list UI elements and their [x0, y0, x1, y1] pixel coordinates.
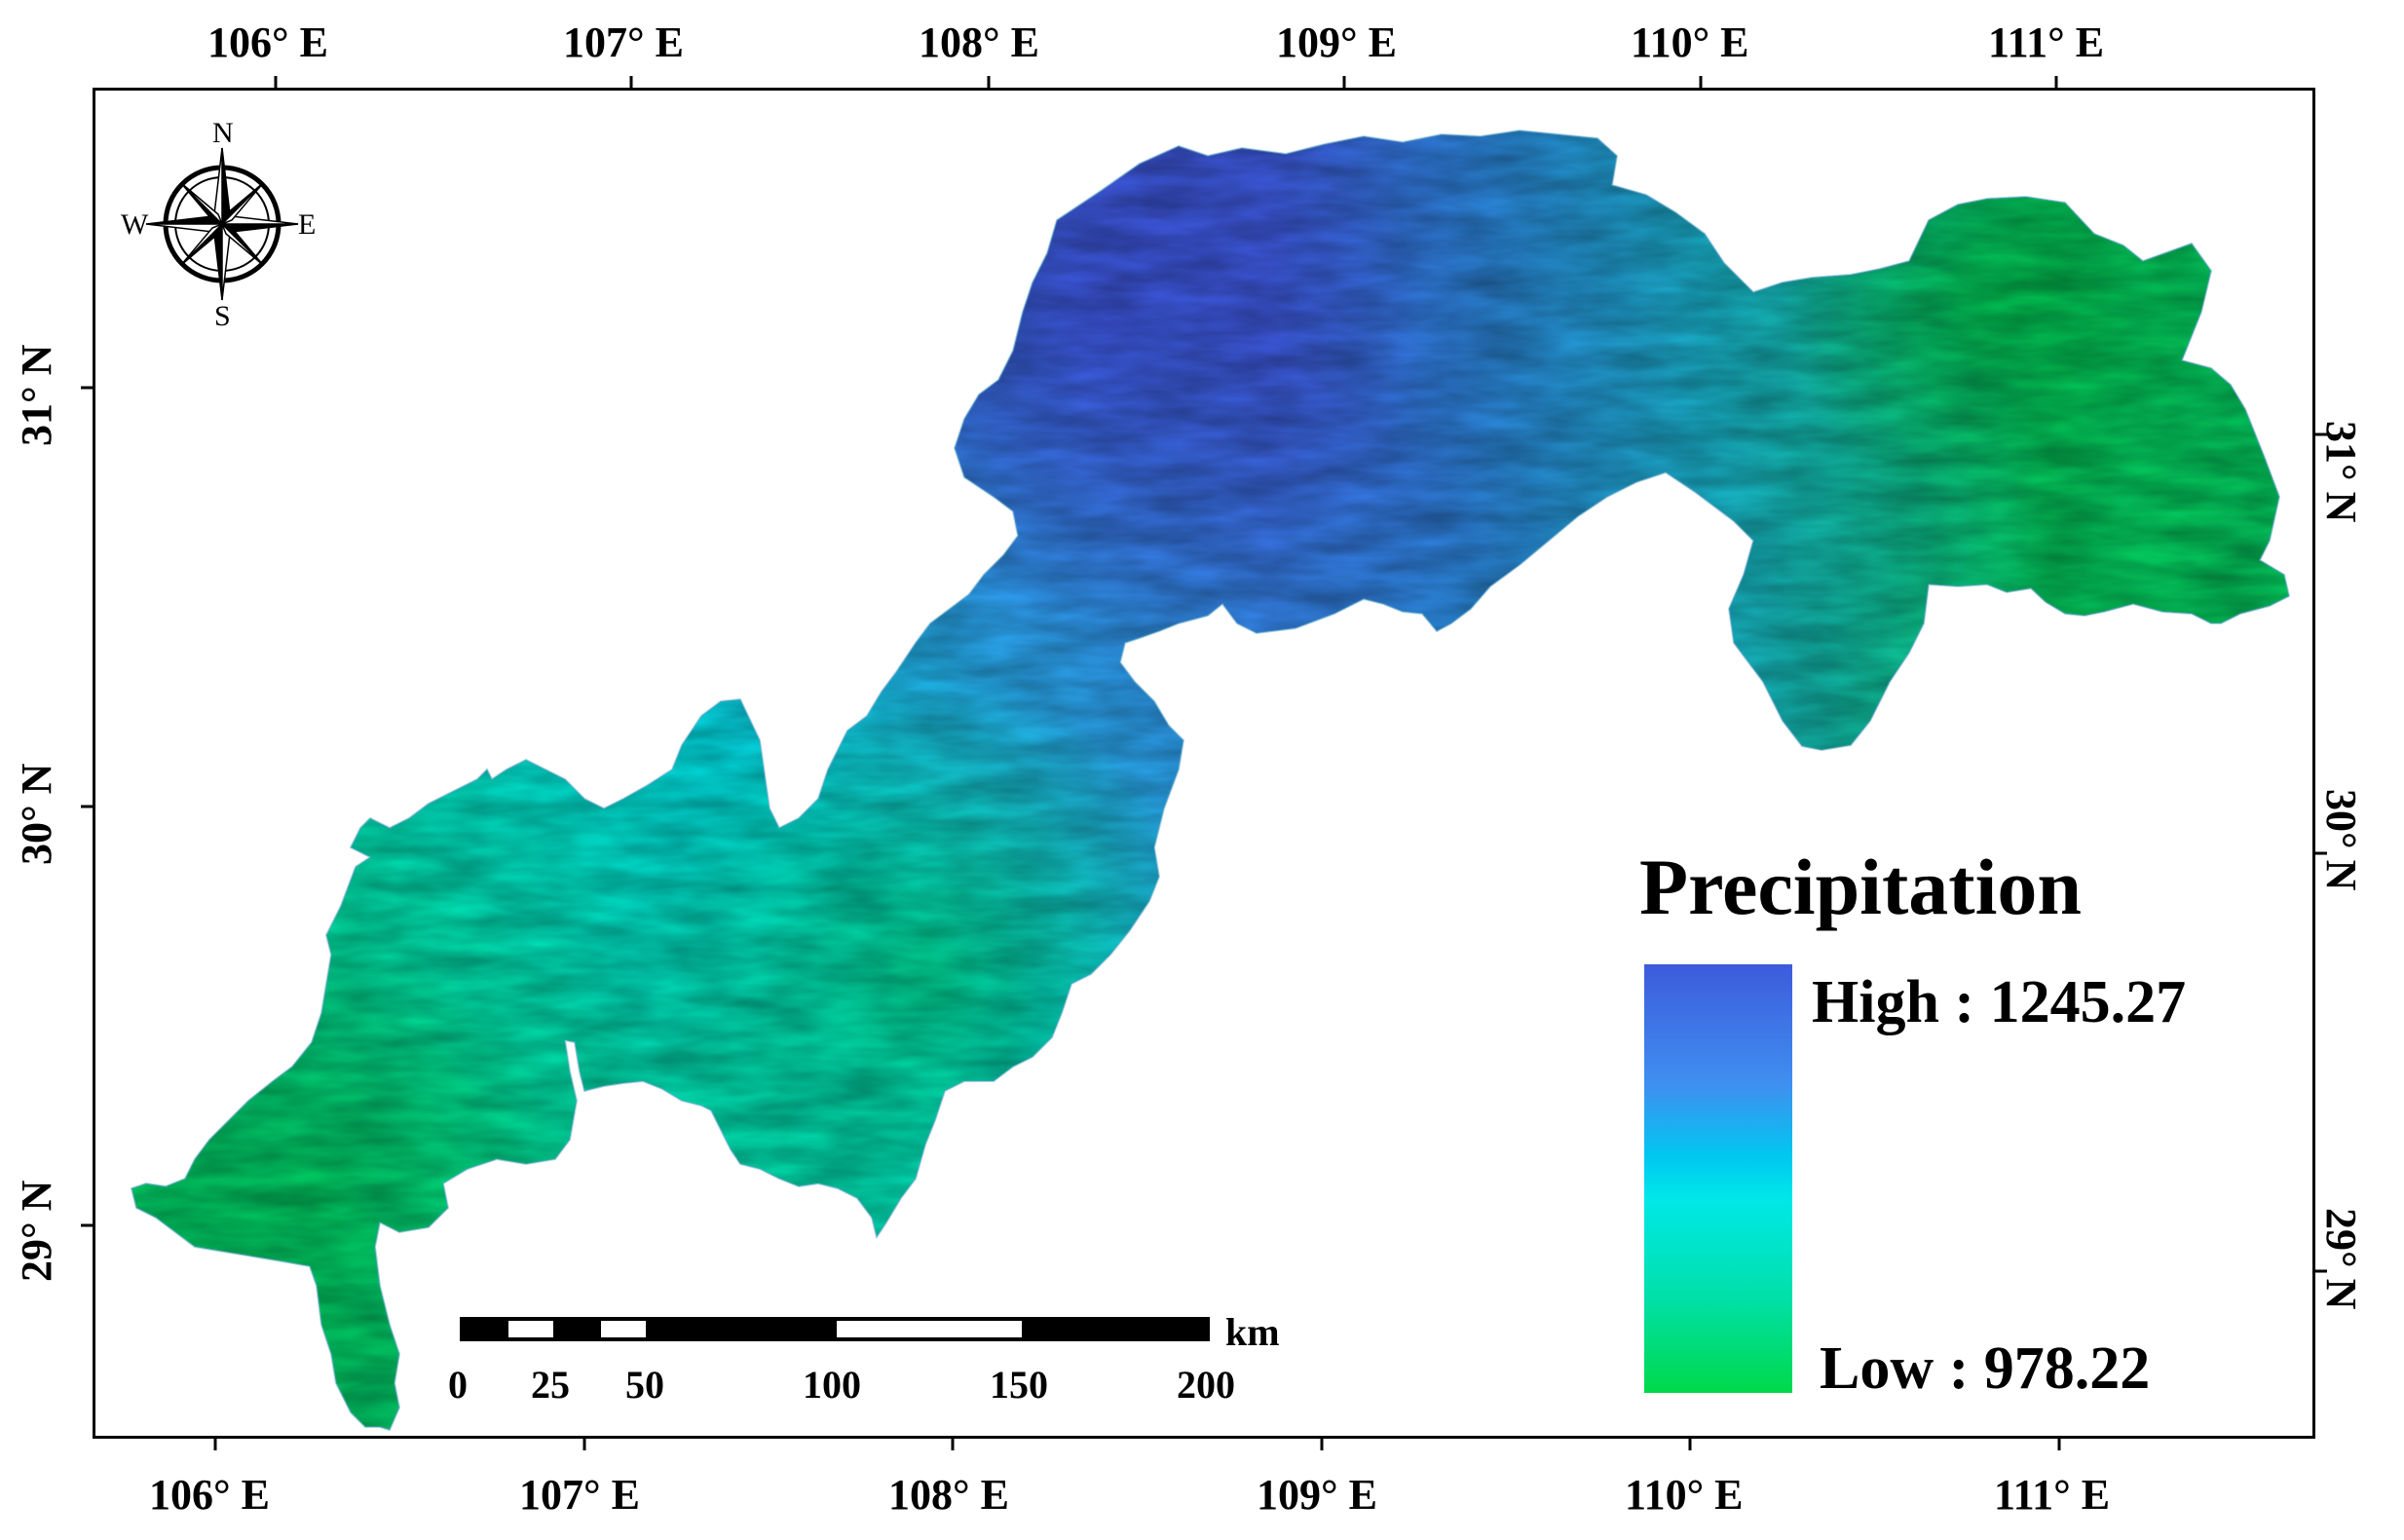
bottom-lon-label-106: 106° E: [149, 1471, 270, 1519]
top-lon-label-107: 107° E: [563, 19, 684, 66]
top-lon-label-110: 110° E: [1631, 19, 1749, 66]
map-frame: [93, 88, 2315, 1439]
scale-tick-100: 100: [803, 1363, 861, 1407]
scale-tick-50: 50: [625, 1363, 664, 1407]
bottom-lon-label-109: 109° E: [1257, 1471, 1377, 1519]
legend-title: Precipitation: [1639, 843, 2082, 931]
bottom-lon-label-108: 108° E: [888, 1471, 1009, 1519]
bottom-lon-label-107: 107° E: [519, 1471, 640, 1519]
top-lon-label-109: 109° E: [1276, 19, 1397, 66]
top-lon-label-106: 106° E: [207, 19, 328, 66]
bottom-lon-label-110: 110° E: [1625, 1471, 1744, 1519]
compass-rose-icon: [145, 147, 299, 301]
frame-ticks: [81, 76, 2327, 1450]
legend-low-label: Low : 978.22: [1820, 1335, 2151, 1402]
legend-high-label: High : 1245.27: [1812, 969, 2187, 1035]
compass-south-label: S: [214, 300, 231, 332]
scale-tick-150: 150: [990, 1363, 1048, 1407]
scale-tick-25: 25: [531, 1363, 570, 1407]
scale-unit-label: km: [1225, 1310, 1280, 1354]
compass-north-label: N: [212, 117, 234, 149]
scale-tick-0: 0: [448, 1363, 468, 1407]
scale-tick-200: 200: [1177, 1363, 1235, 1407]
compass-east-label: E: [298, 208, 317, 241]
top-lon-label-108: 108° E: [919, 19, 1039, 66]
compass-west-label: W: [121, 208, 149, 241]
top-lon-label-111: 111° E: [1988, 19, 2105, 66]
bottom-lon-label-111: 111° E: [1994, 1471, 2111, 1519]
scale-bar: [460, 1317, 1210, 1341]
legend-color-ramp: [1644, 964, 1792, 1393]
